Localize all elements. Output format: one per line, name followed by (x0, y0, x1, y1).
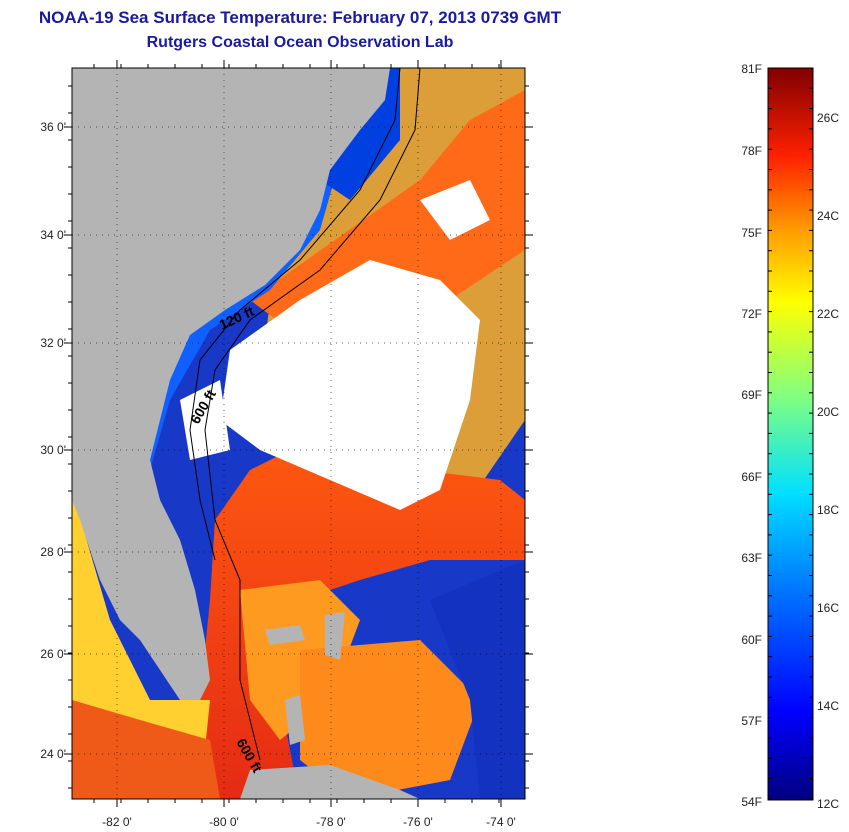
colorbar-c-label: 14C (817, 699, 839, 713)
grand-bahama-land (265, 625, 305, 645)
cold-offshore-se (430, 560, 525, 799)
colorbar-f-label: 57F (741, 714, 762, 728)
bahamas-south (300, 640, 480, 799)
sst-map (72, 68, 525, 799)
lat-label: 36 0' (40, 120, 66, 134)
latitude-labels: 36 0' 34 0' 32 0' 30 0' 28 0' 26 0' 24 0… (40, 120, 66, 761)
colorbar-f-label: 69F (741, 388, 762, 402)
andros-land (285, 695, 305, 745)
map-subtitle: Rutgers Coastal Ocean Observation Lab (146, 34, 454, 51)
map-frame (71, 67, 526, 800)
colorbar-c-label: 26C (817, 111, 839, 125)
cloud-patch (420, 180, 490, 240)
colorbar-c-label: 20C (817, 405, 839, 419)
land-mass (72, 68, 390, 700)
lat-label: 28 0' (40, 545, 66, 559)
abaco-land (325, 612, 345, 660)
colorbar: 81F 78F 75F 72F 69F 66F 63F 60F 57F 54F … (741, 62, 839, 811)
colorbar-c-label: 24C (817, 209, 839, 223)
colorbar-f-label: 54F (741, 795, 762, 809)
colorbar-c-label: 12C (817, 797, 839, 811)
lat-label: 32 0' (40, 336, 66, 350)
colorbar-fahrenheit-labels: 81F 78F 75F 72F 69F 66F 63F 60F 57F 54F (741, 62, 762, 809)
colorbar-f-label: 75F (741, 226, 762, 240)
colorbar-celsius-labels: 26C 24C 22C 20C 18C 16C 14C 12C (817, 111, 839, 811)
cuba-land (240, 765, 420, 799)
florida-straits-warm (72, 700, 220, 799)
colorbar-f-label: 63F (741, 551, 762, 565)
colorbar-c-label: 22C (817, 307, 839, 321)
lon-label: -78 0' (316, 815, 346, 829)
colorbar-ticks (768, 67, 813, 800)
colorbar-f-label: 60F (741, 633, 762, 647)
colorbar-c-label: 18C (817, 503, 839, 517)
contour-120ft (189, 68, 401, 561)
map-title: NOAA-19 Sea Surface Temperature: Februar… (38, 8, 562, 27)
cloud-cover (220, 260, 480, 510)
colorbar-c-label: 16C (817, 601, 839, 615)
colorbar-f-label: 78F (741, 144, 762, 158)
frame-ticks (64, 60, 533, 807)
lon-label: -76 0' (403, 815, 433, 829)
colorbar-f-label: 81F (741, 62, 762, 76)
colorbar-f-label: 72F (741, 307, 762, 321)
lon-label: -80 0' (209, 815, 239, 829)
contour-600ft (204, 68, 421, 761)
lat-label: 34 0' (40, 228, 66, 242)
lat-label: 24 0' (40, 747, 66, 761)
longitude-labels: -82 0' -80 0' -78 0' -76 0' -74 0' (102, 815, 516, 829)
lat-label: 30 0' (40, 443, 66, 457)
colorbar-f-label: 66F (741, 470, 762, 484)
cloud-patch-coast (180, 380, 230, 460)
lat-label: 26 0' (40, 647, 66, 661)
colorbar-ramp (767, 67, 814, 801)
lon-label: -82 0' (102, 815, 132, 829)
lon-label: -74 0' (486, 815, 516, 829)
